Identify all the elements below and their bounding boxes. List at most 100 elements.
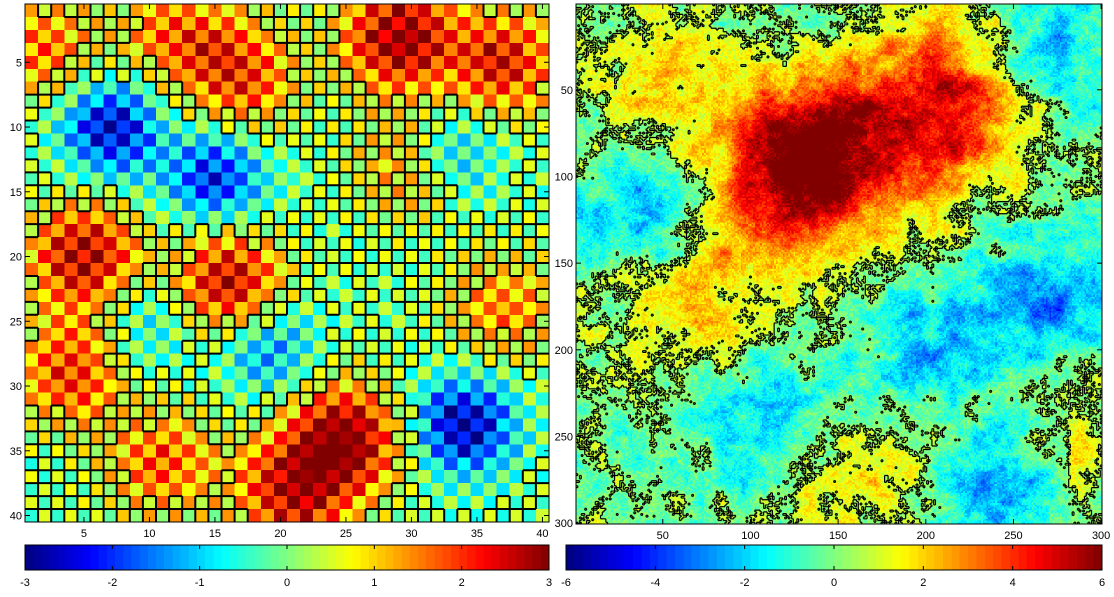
heatmap-cell [51, 393, 64, 406]
heatmap-cell [248, 457, 262, 470]
heatmap-cell [182, 43, 196, 56]
heatmap-cell [523, 95, 537, 108]
heatmap-cell [523, 185, 537, 198]
heatmap-cell [143, 17, 157, 30]
heatmap-cell [457, 69, 471, 82]
heatmap-cell [104, 380, 118, 393]
heatmap-cell [274, 237, 288, 250]
heatmap-cell [156, 172, 170, 185]
heatmap-cell [64, 108, 78, 121]
heatmap-cell [510, 302, 524, 315]
heatmap-cell [457, 108, 471, 121]
heatmap-cell [104, 418, 118, 431]
heatmap-cell [497, 483, 511, 496]
heatmap-cell [326, 341, 340, 354]
heatmap-cell [25, 263, 39, 276]
heatmap-cell [51, 354, 64, 367]
heatmap-cell [484, 405, 498, 418]
heatmap-cell [261, 95, 275, 108]
heatmap-cell [261, 483, 275, 496]
heatmap-cell [379, 341, 393, 354]
heatmap-cell [326, 121, 340, 134]
heatmap-cell [287, 198, 301, 211]
heatmap-cell [156, 43, 170, 56]
heatmap-cell [261, 418, 275, 431]
heatmap-cell [38, 328, 52, 341]
heatmap-cell [366, 496, 380, 509]
heatmap-cell [536, 237, 550, 250]
heatmap-cell [91, 367, 105, 380]
heatmap-cell [143, 405, 157, 418]
heatmap-cell [169, 121, 183, 134]
heatmap-cell [300, 211, 314, 224]
heatmap-cell [235, 30, 249, 43]
heatmap-cell [484, 496, 498, 509]
heatmap-cell [287, 82, 301, 95]
heatmap-cell [431, 224, 445, 237]
heatmap-cell [208, 250, 222, 263]
heatmap-cell [484, 82, 498, 95]
heatmap-cell [169, 43, 183, 56]
heatmap-cell [484, 341, 498, 354]
heatmap-cell [64, 405, 78, 418]
heatmap-cell [523, 418, 537, 431]
heatmap-cell [339, 341, 353, 354]
heatmap-cell [497, 82, 511, 95]
heatmap-cell [25, 108, 39, 121]
heatmap-cell [444, 17, 458, 30]
heatmap-cell [313, 418, 327, 431]
heatmap-cell [182, 69, 196, 82]
heatmap-cell [313, 341, 327, 354]
heatmap-cell [143, 237, 157, 250]
heatmap-cell [195, 263, 209, 276]
heatmap-cell [117, 198, 131, 211]
heatmap-cell [182, 82, 196, 95]
heatmap-cell [510, 82, 524, 95]
heatmap-cell [38, 134, 52, 147]
heatmap-cell [392, 108, 406, 121]
right-panel: 50 100 150 200 250 30050100150200250300 [555, 4, 1111, 542]
heatmap-cell [379, 444, 393, 457]
heatmap-cell [64, 380, 78, 393]
heatmap-cell [235, 198, 249, 211]
heatmap-cell [235, 263, 249, 276]
heatmap-cell [326, 289, 340, 302]
heatmap-cell [287, 263, 301, 276]
heatmap-cell [353, 276, 367, 289]
heatmap-cell [366, 328, 380, 341]
heatmap-cell [392, 172, 406, 185]
heatmap-cell [366, 509, 380, 522]
heatmap-cell [222, 185, 236, 198]
heatmap-cell [287, 315, 301, 328]
heatmap-cell [339, 172, 353, 185]
heatmap-cell [91, 341, 105, 354]
heatmap-cell [510, 211, 524, 224]
heatmap-cell [117, 444, 131, 457]
heatmap-cell [536, 289, 550, 302]
heatmap-cell [248, 367, 262, 380]
heatmap-cell [405, 159, 419, 172]
heatmap-cell [222, 172, 236, 185]
heatmap-cell [64, 121, 78, 134]
y-tick-label: 15 [10, 187, 22, 199]
heatmap-cell [326, 250, 340, 263]
heatmap-cell [484, 302, 498, 315]
heatmap-cell [379, 496, 393, 509]
heatmap-cell [169, 250, 183, 263]
heatmap-cell [169, 17, 183, 30]
heatmap-cell [143, 95, 157, 108]
heatmap-cell [169, 198, 183, 211]
heatmap-cell [195, 237, 209, 250]
heatmap-cell [169, 289, 183, 302]
heatmap-cell [274, 483, 288, 496]
y-tick-label: 35 [10, 446, 22, 458]
heatmap-cell [523, 237, 537, 250]
heatmap-cell [117, 250, 131, 263]
heatmap-cell [484, 380, 498, 393]
heatmap-cell [457, 393, 471, 406]
heatmap-cell [235, 17, 249, 30]
heatmap-cell [444, 470, 458, 483]
heatmap-cell [470, 224, 484, 237]
heatmap-cell [405, 198, 419, 211]
heatmap-cell [405, 289, 419, 302]
